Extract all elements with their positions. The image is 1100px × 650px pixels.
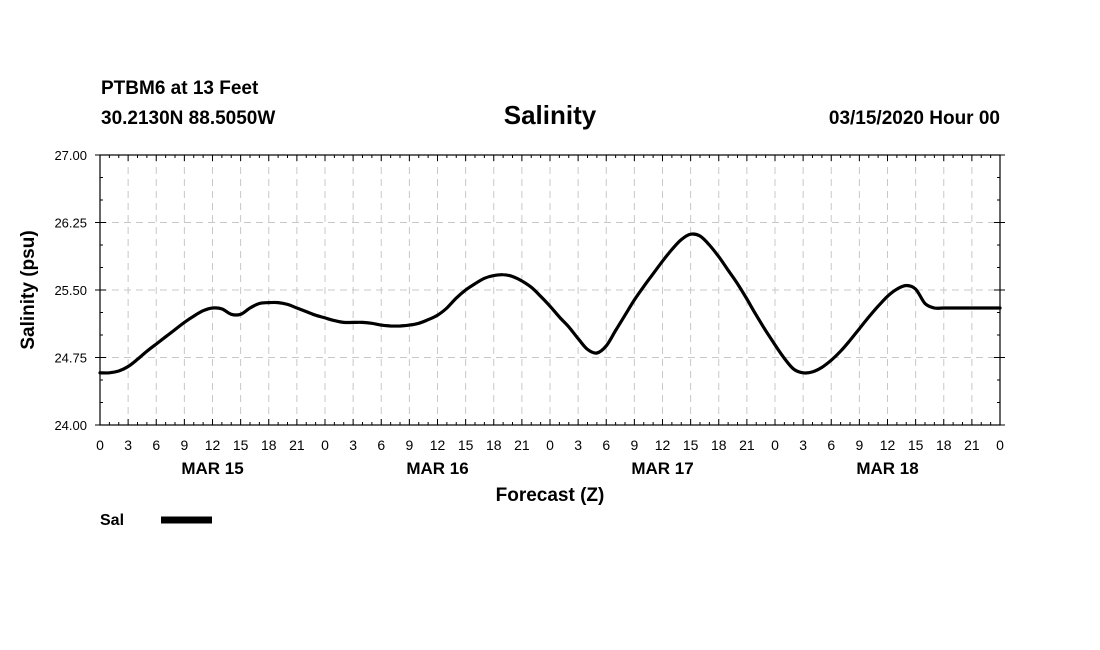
x-tick-label: 3 [349, 437, 357, 453]
tick-labels: 0 3 6 9 12 15 18 21 0 3 6 9 12 15 18 21 0 3 6 9 12 15 18 21 0 3 6 9… [54, 148, 1004, 478]
station-label: PTBM6 at 13 Feet [101, 78, 259, 99]
y-tick-label: 24.00 [54, 418, 87, 433]
x-axis-label: Forecast (Z) [496, 485, 605, 506]
x-tick-label: 12 [880, 437, 896, 453]
y-tick-label: 25.50 [54, 283, 87, 298]
x-tick-label: 9 [855, 437, 863, 453]
x-tick-label: 0 [996, 437, 1004, 453]
x-tick-label: 9 [405, 437, 413, 453]
salinity-series-line [98, 232, 1002, 375]
y-tick-label: 27.00 [54, 148, 87, 163]
chart-title: Salinity [504, 100, 597, 130]
x-tick-label: 21 [289, 437, 305, 453]
x-tick-label: 6 [827, 437, 835, 453]
x-tick-label: 12 [205, 437, 221, 453]
x-tick-label: 15 [458, 437, 474, 453]
y-tick-label: 26.25 [54, 216, 87, 231]
x-tick-label: 15 [233, 437, 249, 453]
x-tick-label: 3 [574, 437, 582, 453]
plot-frame [99, 154, 1001, 426]
day-label: MAR 18 [856, 459, 918, 478]
legend-label: Sal [100, 512, 124, 529]
x-tick-label: 18 [486, 437, 502, 453]
x-tick-label: 15 [683, 437, 699, 453]
day-label: MAR 15 [181, 459, 243, 478]
grid-lines [100, 155, 1000, 425]
x-tick-label: 6 [152, 437, 160, 453]
coordinates-label: 30.2130N 88.5050W [101, 108, 275, 129]
x-tick-label: 18 [711, 437, 727, 453]
x-tick-label: 0 [96, 437, 104, 453]
x-tick-label: 0 [771, 437, 779, 453]
x-tick-label: 21 [739, 437, 755, 453]
x-tick-label: 18 [261, 437, 277, 453]
x-tick-label: 0 [321, 437, 329, 453]
x-tick-label: 18 [936, 437, 952, 453]
day-label: MAR 16 [406, 459, 468, 478]
x-tick-label: 3 [799, 437, 807, 453]
y-tick-label: 24.75 [54, 351, 87, 366]
x-tick-label: 6 [377, 437, 385, 453]
y-axis-label: Salinity (psu) [18, 230, 39, 349]
x-tick-label: 9 [630, 437, 638, 453]
x-tick-label: 0 [546, 437, 554, 453]
forecast-time-label: 03/15/2020 Hour 00 [829, 108, 1000, 129]
x-tick-label: 12 [655, 437, 671, 453]
x-tick-label: 6 [602, 437, 610, 453]
x-tick-label: 15 [908, 437, 924, 453]
x-tick-label: 21 [514, 437, 530, 453]
legend: Sal [100, 512, 212, 529]
x-tick-label: 3 [124, 437, 132, 453]
x-tick-label: 9 [180, 437, 188, 453]
day-label: MAR 17 [631, 459, 693, 478]
x-tick-label: 12 [430, 437, 446, 453]
x-tick-label: 21 [964, 437, 980, 453]
